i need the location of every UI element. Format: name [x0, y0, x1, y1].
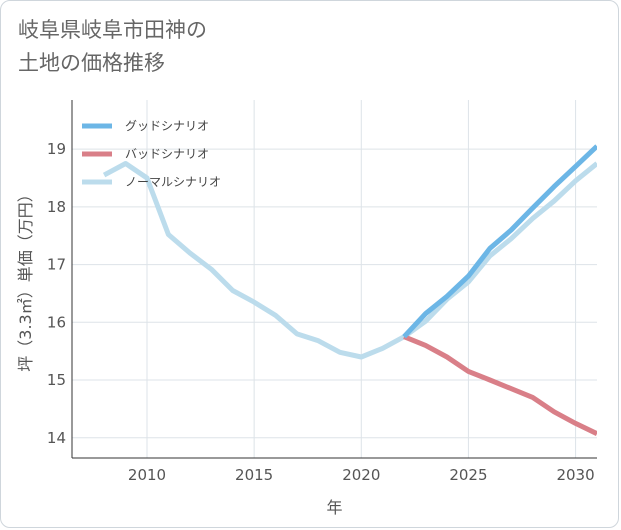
x-tick-label: 2030 [556, 466, 594, 484]
x-axis-label: 年 [326, 498, 342, 517]
legend-label-normal: ノーマルシナリオ [125, 175, 221, 189]
axes [71, 100, 597, 459]
tick-labels: 2010 2015 2020 2025 2030 14 15 16 17 18 19 [47, 140, 595, 484]
y-tick-label: 16 [47, 313, 66, 331]
legend-label-good: グッドシナリオ [125, 119, 209, 133]
x-tick-label: 2015 [235, 466, 273, 484]
chart-title: 岐阜県岐阜市田神の 土地の価格推移 [18, 18, 207, 75]
y-tick-label: 14 [47, 429, 66, 447]
y-tick-label: 17 [47, 256, 66, 274]
y-axis-label: 坪（3.3㎡）単価（万円） [16, 186, 35, 371]
series-line-good [402, 144, 597, 339]
y-tick-label: 19 [47, 140, 66, 158]
series-line-bad [403, 334, 597, 436]
y-tick-label: 15 [47, 371, 66, 389]
y-tick-label: 18 [47, 198, 66, 216]
series-line-normal [102, 161, 597, 360]
x-tick-label: 2025 [449, 466, 487, 484]
x-tick-label: 2020 [342, 466, 380, 484]
x-tick-label: 2010 [128, 466, 166, 484]
series-lines [102, 144, 597, 436]
legend-label-bad: バッドシナリオ [125, 147, 209, 161]
